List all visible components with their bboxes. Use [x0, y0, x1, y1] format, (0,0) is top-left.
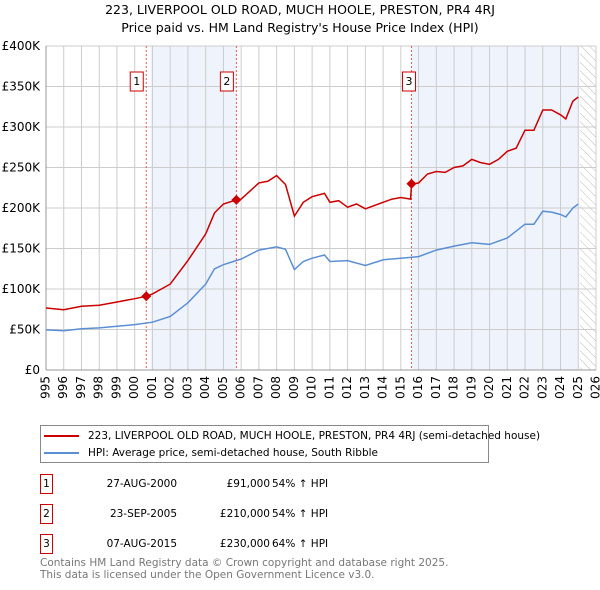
legend-swatch-blue — [44, 452, 79, 454]
sale-row: 2 23-SEP-2005 £210,000 54% ↑ HPI — [40, 504, 440, 524]
sale-label-box — [401, 71, 416, 92]
x-tick-label: 2008 — [269, 376, 283, 400]
x-tick-label: 2021 — [500, 376, 514, 400]
x-tick-label: 2017 — [429, 376, 443, 400]
sale-point — [141, 291, 152, 302]
sale-label-box — [129, 71, 144, 92]
x-tick-label: 2003 — [180, 376, 194, 400]
sale-hpi-diff: 64% ↑ HPI — [272, 538, 329, 550]
chart-title: 223, LIVERPOOL OLD ROAD, MUCH HOOLE, PRE… — [105, 2, 495, 17]
x-tick-label: 1997 — [74, 376, 88, 400]
x-tick-label: 2026 — [589, 376, 600, 400]
sale-label: 3 — [405, 75, 412, 88]
y-tick-label: £250K — [2, 161, 42, 175]
sale-hpi-diff: 54% ↑ HPI — [272, 508, 329, 520]
sale-number: 3 — [40, 534, 53, 554]
sale-date: 07-AUG-2015 — [106, 538, 177, 550]
sale-hpi-diff: 54% ↑ HPI — [272, 478, 329, 490]
x-tick-label: 2024 — [553, 376, 567, 400]
sale-date: 27-AUG-2000 — [106, 478, 177, 490]
y-tick-label: £350K — [2, 80, 42, 94]
x-tick-label: 2012 — [340, 376, 354, 400]
x-tick-label: 2025 — [571, 376, 585, 400]
x-tick-label: 2013 — [358, 376, 372, 400]
x-tick-label: 2010 — [305, 376, 319, 400]
x-tick-label: 2004 — [198, 376, 212, 400]
y-tick-label: £300K — [2, 120, 42, 134]
sale-point — [406, 178, 417, 189]
x-tick-label: 2022 — [518, 376, 532, 400]
chart-subtitle: Price paid vs. HM Land Registry's House … — [121, 20, 478, 35]
y-tick-label: £400K — [2, 39, 42, 53]
y-tick-label: £150K — [2, 242, 42, 256]
x-tick-label: 1995 — [39, 376, 53, 400]
y-tick-label: £50K — [9, 323, 41, 337]
x-tick-label: 2023 — [535, 376, 549, 400]
sale-row: 3 07-AUG-2015 £230,000 64% ↑ HPI — [40, 534, 440, 554]
footer-line: This data is licensed under the Open Gov… — [40, 569, 375, 581]
legend-label: 223, LIVERPOOL OLD ROAD, MUCH HOOLE, PRE… — [88, 430, 541, 442]
sale-label: 1 — [133, 75, 140, 88]
x-tick-label: 2015 — [393, 376, 407, 400]
legend-item-hpi: HPI: Average price, semi-detached house,… — [44, 446, 378, 460]
sale-label-box — [219, 71, 234, 92]
y-tick-label: £200K — [2, 201, 42, 215]
sale-number: 2 — [40, 504, 53, 524]
sale-number: 1 — [40, 474, 53, 494]
price-paid-line — [45, 96, 579, 311]
x-tick-label: 1999 — [109, 376, 123, 400]
plot-area: 1995 1996 1997 1998 1999 2000 2001 2002 2003 2004… — [2, 39, 600, 400]
x-tick-label: 2006 — [234, 376, 248, 400]
x-tick-label: 2018 — [447, 376, 461, 400]
x-tick-label: 2011 — [322, 376, 336, 400]
sale-point — [231, 194, 242, 205]
legend: 223, LIVERPOOL OLD ROAD, MUCH HOOLE, PRE… — [40, 425, 540, 463]
x-tick-label: 2009 — [287, 376, 301, 400]
sale-price: £91,000 — [226, 478, 270, 490]
y-tick-label: £100K — [2, 282, 42, 296]
sale-date: 23-SEP-2005 — [109, 508, 177, 520]
legend-swatch-red — [44, 435, 79, 437]
sale-price: £230,000 — [219, 538, 270, 550]
footer: Contains HM Land Registry data © Crown c… — [40, 557, 448, 581]
legend-item-property: 223, LIVERPOOL OLD ROAD, MUCH HOOLE, PRE… — [44, 429, 540, 443]
sale-label: 2 — [223, 75, 230, 88]
y-tick-label: £0 — [25, 363, 40, 377]
x-tick-label: 2005 — [216, 376, 230, 400]
legend-label: HPI: Average price, semi-detached house,… — [88, 447, 379, 459]
sale-price: £210,000 — [219, 508, 270, 520]
x-tick-label: 2020 — [482, 376, 496, 400]
x-tick-label: 2019 — [464, 376, 478, 400]
x-tick-label: 2002 — [163, 376, 177, 400]
sale-row: 1 27-AUG-2000 £91,000 54% ↑ HPI — [40, 474, 440, 494]
price-chart: 223, LIVERPOOL OLD ROAD, MUCH HOOLE, PRE… — [2, 2, 600, 400]
hpi-line — [45, 203, 579, 332]
x-tick-label: 2001 — [145, 376, 159, 400]
footer-line: Contains HM Land Registry data © Crown c… — [40, 557, 449, 569]
x-tick-label: 2000 — [127, 376, 141, 400]
x-tick-label: 2014 — [376, 376, 390, 400]
x-tick-label: 2016 — [411, 376, 425, 400]
x-tick-label: 1996 — [56, 376, 70, 400]
x-tick-label: 1998 — [92, 376, 106, 400]
x-tick-label: 2007 — [251, 376, 265, 400]
